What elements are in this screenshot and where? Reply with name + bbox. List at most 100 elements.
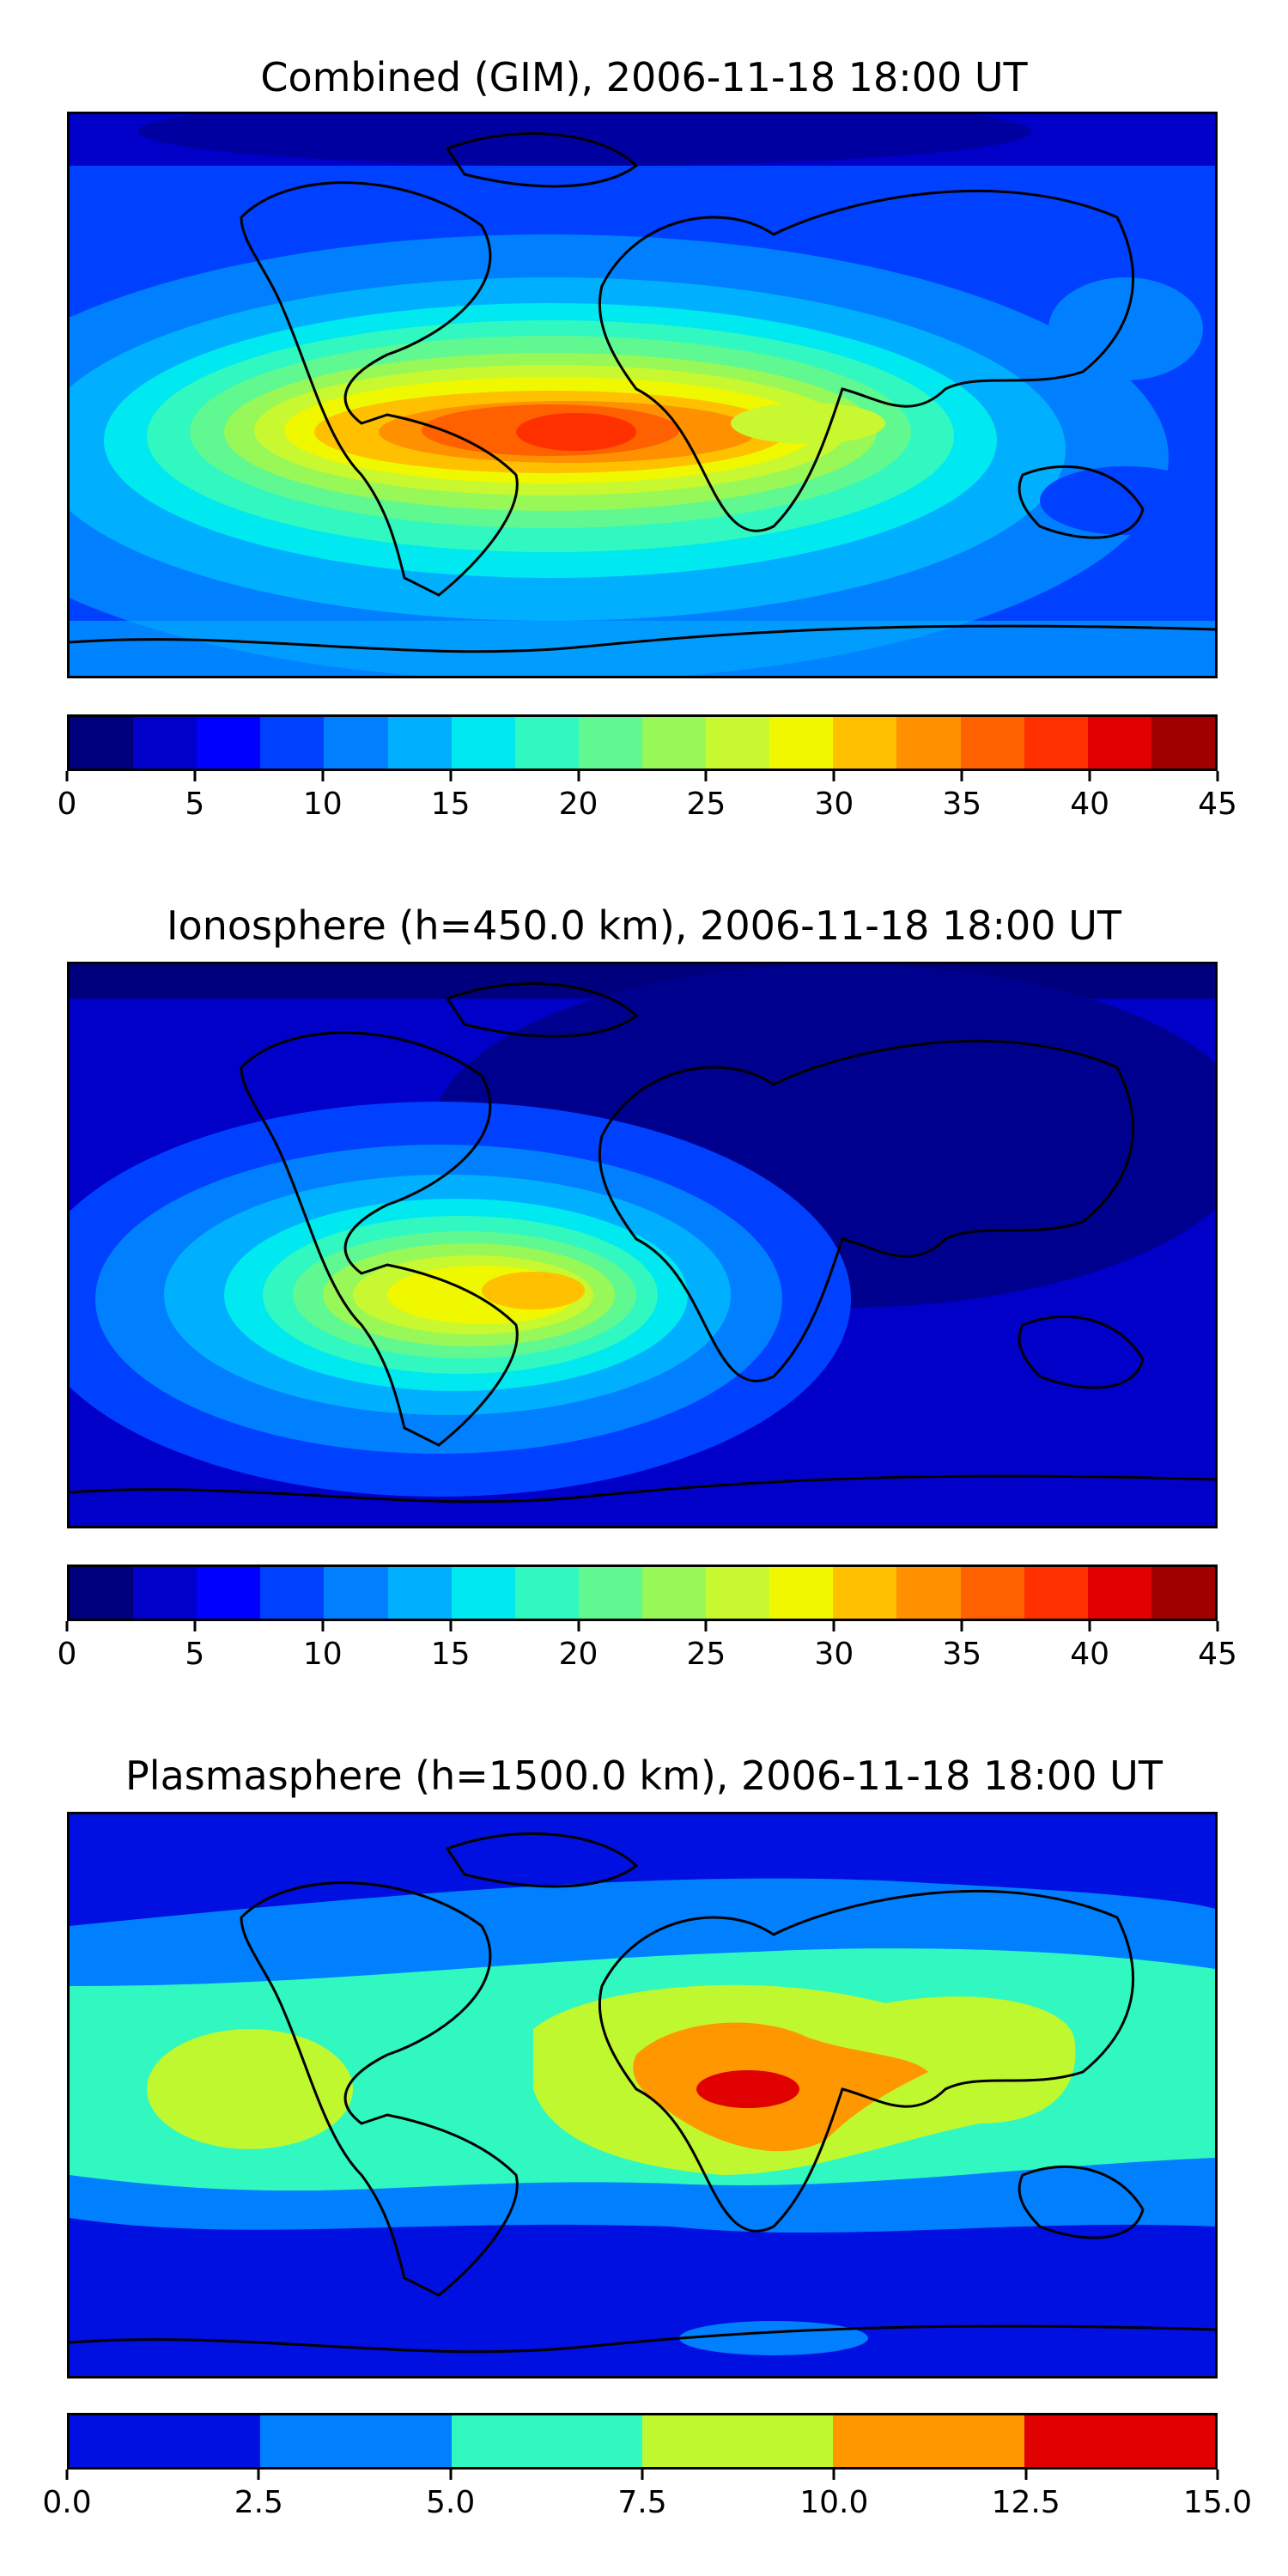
tick-mark [65, 2470, 69, 2480]
tick-mark [960, 771, 963, 781]
tick-mark [577, 771, 580, 781]
colorbar-segment [70, 717, 134, 769]
tick-label: 35 [942, 1637, 982, 1672]
colorbar-segment [133, 1567, 197, 1619]
colorbar-segment [578, 1567, 642, 1619]
tick-label: 12.5 [991, 2485, 1060, 2520]
colorbar-segment [1024, 1567, 1088, 1619]
tick-mark [960, 1621, 963, 1631]
tick-mark [704, 1621, 708, 1631]
tick-mark [193, 771, 197, 781]
colorbar-segment [833, 2415, 1024, 2467]
tick-mark [1024, 2470, 1028, 2480]
tick-mark [321, 1621, 325, 1631]
colorbar-segment [324, 717, 388, 769]
colorbar-segment [641, 1567, 707, 1619]
tick-label: 0 [57, 1637, 77, 1672]
colorbar-segment [451, 717, 515, 769]
panel-title: Ionosphere (h=450.0 km), 2006-11-18 18:0… [167, 902, 1121, 949]
colorbar-segment [260, 2415, 452, 2467]
colorbar [67, 714, 1218, 771]
tick-label: 5.0 [426, 2485, 476, 2520]
tick-label: 10 [302, 787, 343, 822]
tick-mark [449, 771, 453, 781]
tick-label: 25 [686, 787, 726, 822]
colorbar-segment [706, 1567, 770, 1619]
colorbar-segment [833, 717, 897, 769]
tick-label: 0.0 [42, 2485, 92, 2520]
tick-mark [193, 1621, 197, 1631]
colorbar-segment [514, 717, 579, 769]
colorbar-segment [197, 717, 261, 769]
tick-label: 5 [185, 1637, 205, 1672]
tick-label: 15.0 [1182, 2485, 1253, 2520]
colorbar-segment [387, 1567, 452, 1619]
tick-mark [1088, 771, 1091, 781]
tec-map [67, 962, 1218, 1528]
tick-label: 40 [1070, 1637, 1110, 1672]
colorbar-segment [896, 1567, 961, 1619]
tick-mark [832, 771, 835, 781]
tick-mark [449, 1621, 453, 1631]
colorbar-segment [1151, 717, 1215, 769]
panel-title: Plasmasphere (h=1500.0 km), 2006-11-18 1… [125, 1753, 1163, 1799]
tick-mark [1216, 771, 1219, 781]
colorbar-segment [451, 1567, 515, 1619]
colorbar-segment [769, 1567, 834, 1619]
colorbar-segment [133, 717, 197, 769]
colorbar-segment [324, 1567, 388, 1619]
tec-map [67, 112, 1218, 678]
colorbar-segment [706, 717, 770, 769]
contour-map [70, 114, 1215, 676]
tick-label: 20 [558, 787, 598, 822]
tick-label: 45 [1198, 787, 1237, 822]
tick-label: 2.5 [234, 2485, 283, 2520]
colorbar-segment [1024, 717, 1088, 769]
tick-label: 5 [185, 787, 205, 822]
tick-label: 15 [430, 787, 471, 822]
colorbar-segment [578, 717, 642, 769]
contour-map [70, 964, 1215, 1526]
tick-label: 10 [302, 1637, 343, 1672]
tick-mark [65, 1621, 69, 1631]
colorbar-segment [260, 717, 325, 769]
tick-label: 35 [942, 787, 982, 822]
tick-mark [65, 771, 69, 781]
colorbar-segment [260, 1567, 325, 1619]
colorbar-segment [769, 717, 834, 769]
tick-label: 30 [814, 787, 854, 822]
colorbar-ticks: 0.0 2.5 5.0 7.5 10.0 12.5 15.0 [42, 2470, 1252, 2521]
tick-label: 25 [686, 1637, 726, 1672]
tick-label: 15 [430, 1637, 471, 1672]
tick-mark [832, 2470, 835, 2480]
colorbar [67, 2413, 1218, 2470]
colorbar-segment [1087, 1567, 1151, 1619]
colorbar-segment [833, 1567, 897, 1619]
colorbar-segment [960, 717, 1024, 769]
tec-map [67, 1812, 1218, 2379]
tick-mark [1216, 2470, 1219, 2480]
tick-label: 10.0 [799, 2485, 869, 2520]
tick-label: 0 [57, 787, 77, 822]
tick-mark [449, 2470, 453, 2480]
colorbar-segment [197, 1567, 261, 1619]
tick-mark [704, 771, 708, 781]
colorbar-ticks: 0 5 10 15 20 25 30 35 40 45 [58, 1621, 1237, 1673]
tick-mark [321, 771, 325, 781]
tick-label: 7.5 [617, 2485, 667, 2520]
panel-title: Combined (GIM), 2006-11-18 18:00 UT [260, 54, 1028, 100]
colorbar-segment [1024, 2415, 1215, 2467]
tick-label: 30 [814, 1637, 854, 1672]
colorbar-segment [387, 717, 452, 769]
tick-mark [1088, 1621, 1091, 1631]
colorbar-segment [641, 717, 707, 769]
colorbar-segment [1087, 717, 1151, 769]
tick-mark [577, 1621, 580, 1631]
colorbar-segment [70, 2415, 261, 2467]
colorbar-segment [896, 717, 961, 769]
colorbar-segment [1151, 1567, 1215, 1619]
tick-label: 20 [558, 1637, 598, 1672]
colorbar-segment [514, 1567, 579, 1619]
tick-label: 45 [1198, 1637, 1237, 1672]
colorbar-segment [451, 2415, 642, 2467]
